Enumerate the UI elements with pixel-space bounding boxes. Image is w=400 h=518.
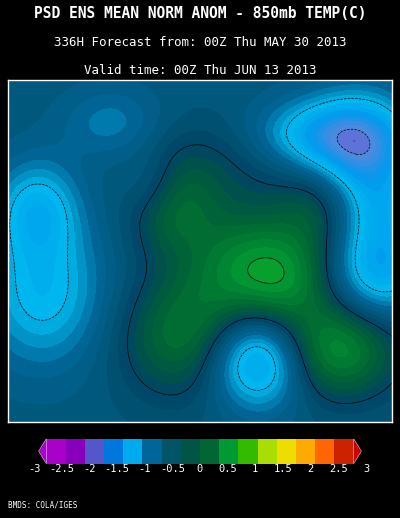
Text: 1: 1 [252,464,258,473]
Text: 2.5: 2.5 [329,464,348,473]
Bar [46,439,66,464]
Text: 0: 0 [197,464,203,473]
Bar [334,439,354,464]
Bar [66,439,85,464]
Bar [277,439,296,464]
Bar [200,439,219,464]
Bar [162,439,181,464]
Bar [181,439,200,464]
Text: Valid time: 00Z Thu JUN 13 2013: Valid time: 00Z Thu JUN 13 2013 [84,64,316,77]
Text: -2: -2 [83,464,96,473]
Bar [104,439,123,464]
Bar [238,439,258,464]
Text: -2.5: -2.5 [49,464,74,473]
Text: 3: 3 [363,464,369,473]
Polygon shape [354,439,361,464]
Text: 336H Forecast from: 00Z Thu MAY 30 2013: 336H Forecast from: 00Z Thu MAY 30 2013 [54,36,346,49]
Bar [315,439,334,464]
Text: 2: 2 [308,464,314,473]
Polygon shape [39,439,46,464]
Bar [258,439,277,464]
Text: -3: -3 [28,464,40,473]
Text: 0.5: 0.5 [218,464,237,473]
Bar [219,439,238,464]
Bar [85,439,104,464]
Text: -1.5: -1.5 [104,464,130,473]
Text: PSD ENS MEAN NORM ANOM - 850mb TEMP(C): PSD ENS MEAN NORM ANOM - 850mb TEMP(C) [34,6,366,21]
Bar [123,439,142,464]
Text: -0.5: -0.5 [160,464,185,473]
Bar [296,439,315,464]
Text: -1: -1 [138,464,151,473]
Text: 1.5: 1.5 [274,464,292,473]
Bar [142,439,162,464]
Text: BMDS: COLA/IGES: BMDS: COLA/IGES [8,500,77,510]
